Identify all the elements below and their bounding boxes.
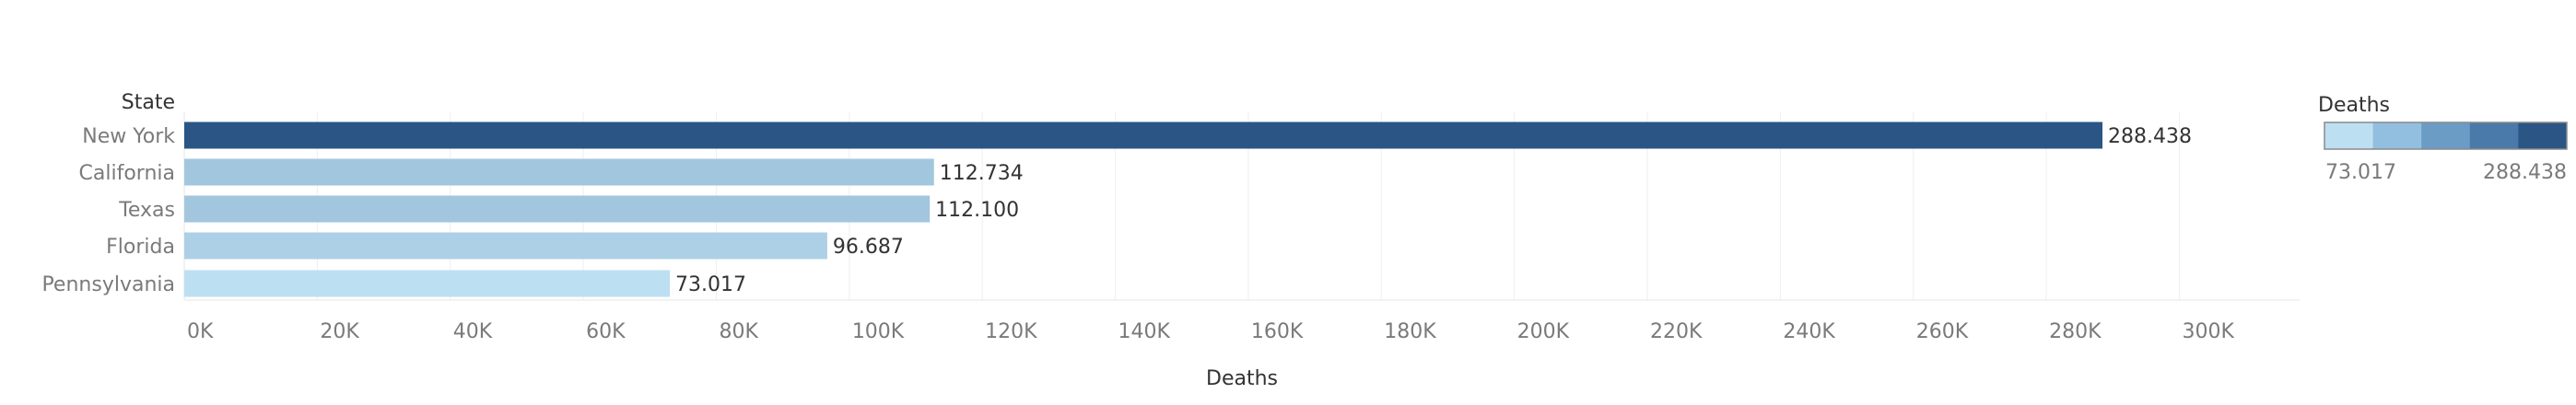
legend-max-label: 288.438 — [2483, 161, 2567, 184]
category-label: Pennsylvania — [41, 273, 175, 296]
x-tick-label: 260K — [1916, 320, 1969, 343]
legend-title: Deaths — [2318, 94, 2390, 117]
x-tick-label: 120K — [985, 320, 1037, 343]
color-legend: Deaths 73.017 288.438 — [2318, 94, 2568, 184]
value-label: 73.017 — [675, 273, 746, 296]
value-label: 112.100 — [935, 199, 1019, 222]
legend-color-ramp — [2324, 122, 2568, 150]
category-label: Florida — [106, 236, 175, 259]
x-tick-label: 180K — [1384, 320, 1436, 343]
x-tick-label: 20K — [320, 320, 359, 343]
bar — [184, 122, 2102, 149]
legend-swatch — [2372, 122, 2422, 149]
x-tick-label: 240K — [1783, 320, 1835, 343]
x-axis-ticks: 0K 20K 40K 60K 80K 100K 120K 140K 160K 180K 200K 22… — [187, 320, 2234, 343]
bars — [184, 122, 2102, 297]
category-label: Texas — [118, 199, 175, 222]
x-axis-title: Deaths — [1206, 367, 1278, 390]
bar — [184, 158, 934, 186]
x-tick-label: 60K — [586, 320, 626, 343]
x-tick-label: 40K — [453, 320, 493, 343]
x-tick-label: 140K — [1118, 320, 1171, 343]
value-label: 288.438 — [2108, 125, 2192, 148]
x-tick-label: 200K — [1517, 320, 1570, 343]
x-tick-label: 100K — [852, 320, 905, 343]
value-labels: 288.438 112.734 112.100 96.687 73.017 — [675, 125, 2192, 296]
bar — [184, 270, 671, 297]
x-tick-label: 220K — [1650, 320, 1703, 343]
x-tick-label: 300K — [2182, 320, 2234, 343]
legend-swatch — [2324, 122, 2374, 149]
legend-border — [2324, 122, 2568, 150]
legend-swatch — [2518, 122, 2568, 149]
category-labels: New York California Texas Florida Pennsylvan… — [41, 125, 175, 296]
legend-swatch — [2469, 122, 2519, 149]
legend-swatch — [2421, 122, 2471, 149]
x-tick-label: 280K — [2049, 320, 2102, 343]
value-label: 112.734 — [940, 162, 1024, 185]
bar — [184, 232, 827, 260]
category-label: California — [79, 162, 175, 185]
x-tick-label: 80K — [719, 320, 758, 343]
x-tick-label: 160K — [1251, 320, 1304, 343]
legend-min-label: 73.017 — [2325, 161, 2396, 184]
value-label: 96.687 — [833, 236, 904, 259]
category-label: New York — [82, 125, 175, 148]
bar — [184, 195, 931, 223]
x-tick-label: 0K — [187, 320, 214, 343]
row-header: State — [122, 91, 175, 114]
